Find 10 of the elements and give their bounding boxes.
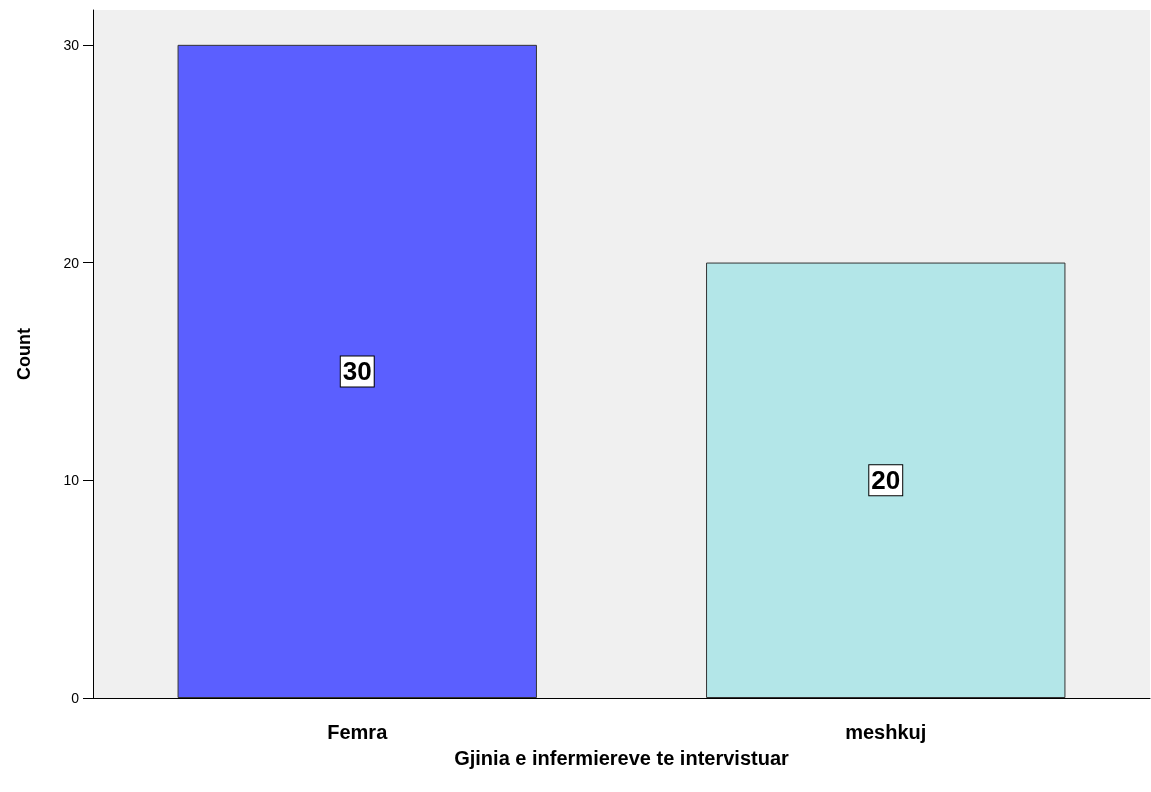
y-tick-label: 10 [63,472,80,489]
x-axis-title: Gjinia e infermiereve te intervistuar [454,747,789,769]
data-label: 30 [342,356,372,387]
data-label: 20 [871,465,901,496]
y-tick-label: 0 [71,690,80,706]
y-tick-label: 30 [63,36,80,53]
x-tick-label: meshkuj [845,721,927,743]
y-axis-title: Count [14,328,34,380]
y-tick-label: 20 [63,254,80,271]
x-tick-label: Femra [327,721,389,743]
